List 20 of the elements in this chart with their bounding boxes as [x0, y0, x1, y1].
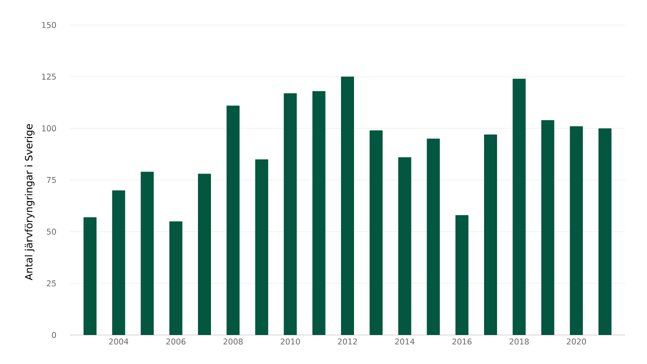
y-axis-title: Antal järvföryngringar i Sverige — [24, 124, 34, 280]
bar — [140, 172, 154, 335]
bar — [455, 215, 468, 335]
bar — [541, 120, 554, 335]
bar — [284, 93, 297, 335]
bar — [370, 130, 383, 335]
bar — [84, 217, 97, 335]
bar — [226, 106, 240, 335]
bar — [512, 78, 526, 335]
bar — [570, 126, 583, 335]
bar — [169, 221, 182, 335]
bar — [112, 190, 126, 335]
bar — [426, 138, 440, 335]
bar — [312, 91, 326, 335]
bar — [398, 157, 412, 335]
bar — [598, 128, 612, 335]
bar — [255, 159, 268, 335]
bar — [341, 76, 354, 335]
bar — [484, 134, 498, 335]
bar — [198, 174, 211, 335]
